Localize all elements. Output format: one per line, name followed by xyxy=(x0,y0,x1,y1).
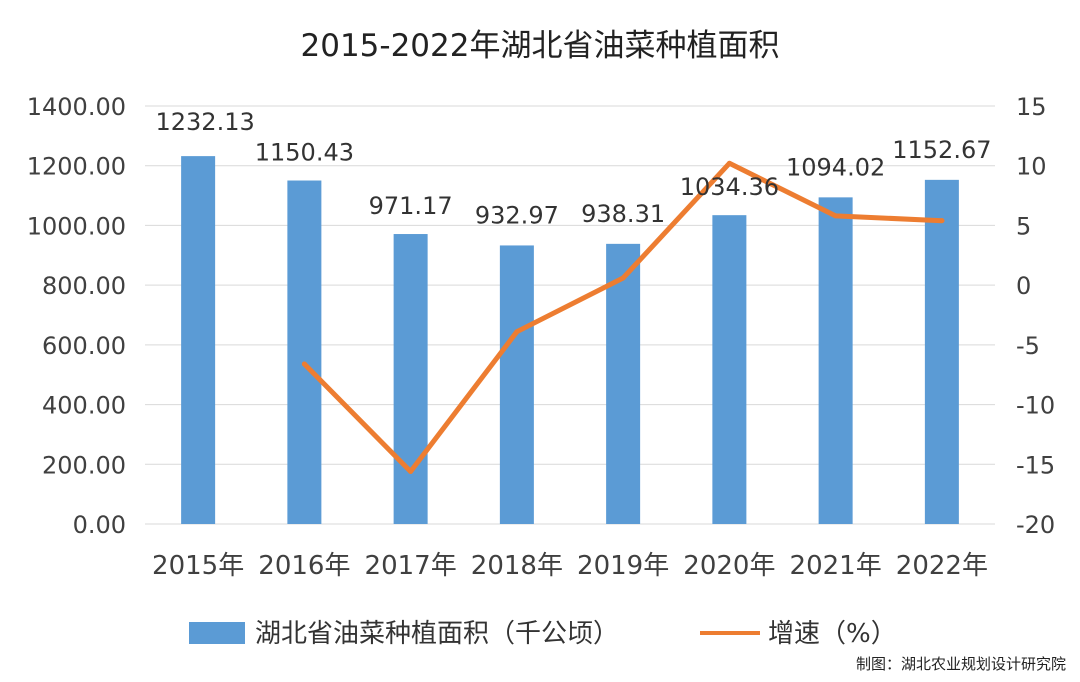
bar xyxy=(712,215,747,524)
left-axis: 0.00 200.00 400.00 600.00 800.00 1000.00 1200.… xyxy=(27,93,126,539)
right-axis-tick-label: 5 xyxy=(1016,212,1031,240)
bar xyxy=(924,179,959,524)
growth-line-series xyxy=(301,160,945,474)
bar-data-label: 1034.36 xyxy=(680,173,779,201)
growth-point xyxy=(833,213,839,219)
growth-point xyxy=(620,275,626,281)
legend: 湖北省油菜种植面积（千公顷） 增速（%） xyxy=(189,619,897,649)
right-axis-tick-label: -10 xyxy=(1016,392,1055,420)
left-axis-tick-label: 0.00 xyxy=(73,511,126,539)
bar-data-label: 971.17 xyxy=(369,192,453,220)
bar xyxy=(499,245,534,524)
growth-point xyxy=(408,468,414,474)
bar xyxy=(393,234,428,525)
right-axis: -20 -15 -10 -5 0 5 10 15 xyxy=(1016,93,1055,539)
bar-data-label: 932.97 xyxy=(475,201,559,229)
growth-point xyxy=(301,361,307,367)
x-axis-tick-label: 2021年 xyxy=(790,551,882,581)
bar xyxy=(606,243,641,524)
left-axis-tick-label: 1200.00 xyxy=(27,153,126,181)
bar-series xyxy=(181,156,959,525)
left-axis-tick-label: 800.00 xyxy=(42,272,126,300)
legend-swatch-bar xyxy=(189,622,245,644)
legend-label-bar: 湖北省油菜种植面积（千公顷） xyxy=(255,619,619,649)
right-axis-tick-label: -20 xyxy=(1016,511,1055,539)
chart-title: 2015-2022年湖北省油菜种植面积 xyxy=(301,28,780,64)
right-axis-tick-label: 15 xyxy=(1016,93,1047,121)
bar-data-label: 1232.13 xyxy=(156,108,255,136)
right-axis-tick-label: 0 xyxy=(1016,272,1031,300)
right-axis-tick-label: -5 xyxy=(1016,332,1040,360)
growth-point xyxy=(939,218,945,224)
bar xyxy=(181,156,216,524)
left-axis-tick-label: 400.00 xyxy=(42,392,126,420)
x-axis-tick-label: 2017年 xyxy=(365,551,457,581)
x-axis-tick-label: 2016年 xyxy=(258,551,350,581)
bar-data-label: 1152.67 xyxy=(892,136,991,164)
right-axis-tick-label: 10 xyxy=(1016,153,1047,181)
growth-point xyxy=(514,329,520,335)
left-axis-tick-label: 200.00 xyxy=(42,451,126,479)
x-axis-tick-label: 2022年 xyxy=(896,551,988,581)
bar-data-label: 1094.02 xyxy=(786,153,885,181)
x-axis-tick-label: 2015年 xyxy=(152,551,244,581)
bar-data-label: 1150.43 xyxy=(255,139,354,167)
growth-point xyxy=(726,160,732,166)
bar-data-label: 938.31 xyxy=(581,200,665,228)
chart-credit: 制图：湖北农业规划设计研究院 xyxy=(855,655,1066,673)
x-axis: 2015年 2016年 2017年 2018年 2019年 2020年 2021年 2022年 xyxy=(152,551,988,581)
bar xyxy=(287,180,322,524)
x-axis-tick-label: 2020年 xyxy=(683,551,775,581)
legend-label-line: 增速（%） xyxy=(768,619,897,649)
left-axis-tick-label: 1400.00 xyxy=(27,93,126,121)
left-axis-tick-label: 600.00 xyxy=(42,332,126,360)
x-axis-tick-label: 2019年 xyxy=(577,551,669,581)
gridlines xyxy=(145,105,995,525)
left-axis-tick-label: 1000.00 xyxy=(27,212,126,240)
bar xyxy=(818,197,853,525)
x-axis-tick-label: 2018年 xyxy=(471,551,563,581)
right-axis-tick-label: -15 xyxy=(1016,451,1055,479)
